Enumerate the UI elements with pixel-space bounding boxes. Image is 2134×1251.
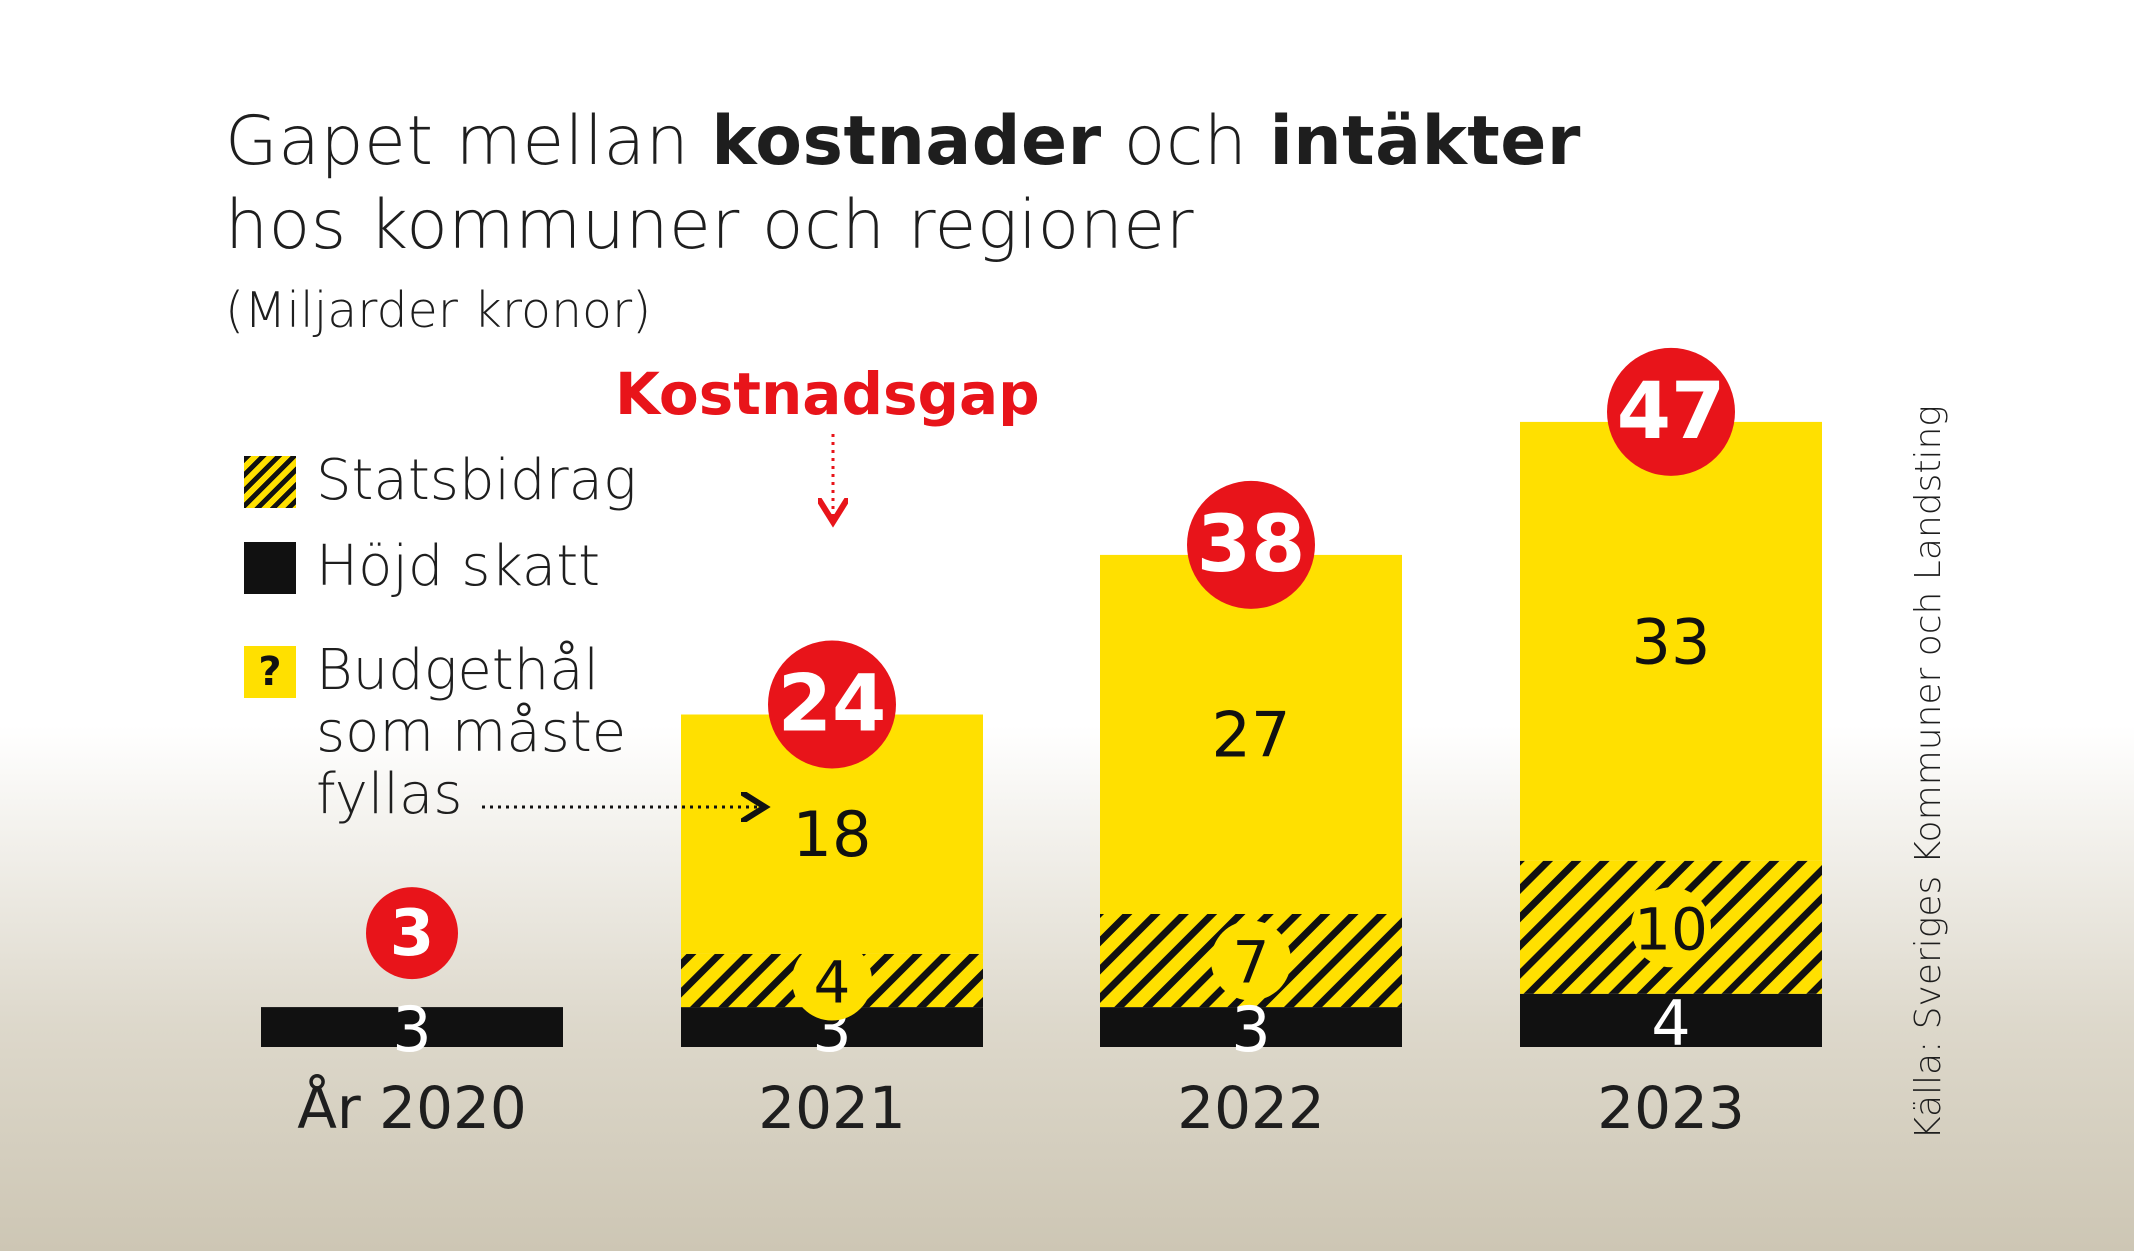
- total-circle-2: [1187, 480, 1315, 609]
- category-label-3: 2023: [1597, 1074, 1745, 1142]
- chart-subtitle: (Miljarder kronor): [225, 282, 652, 339]
- category-label-1: 2021: [758, 1074, 906, 1142]
- legend-label-budgethal-1: Budgethål: [316, 638, 600, 703]
- legend-swatch-hojd-skatt: [244, 542, 296, 594]
- value-label-hojd-skatt-2: 3: [1231, 993, 1270, 1066]
- total-label-1: 24: [778, 660, 887, 750]
- total-label-0: 3: [390, 897, 435, 971]
- legend-label-budgethal-3: fyllas: [316, 762, 463, 827]
- bar-segment-0-3: [1520, 993, 1822, 1047]
- value-label-statsbidrag-3: 10: [1634, 895, 1708, 963]
- category-label-2: 2022: [1177, 1074, 1325, 1142]
- title-part-2: kostnader: [711, 102, 1102, 181]
- value-label-hojd-skatt-0: 3: [392, 993, 431, 1066]
- bar-segment-0-0: [261, 1007, 563, 1047]
- value-label-budgethal-1: 18: [793, 798, 872, 871]
- value-label-statsbidrag-1: 4: [814, 949, 851, 1017]
- bar-segment-2-2: [1100, 554, 1402, 914]
- title-line-1: Gapet mellan kostnader och intäkter: [225, 100, 1581, 184]
- title-part-3: och: [1101, 102, 1270, 181]
- value-label-statsbidrag-2: 7: [1233, 929, 1270, 997]
- title-line-2: hos kommuner och regioner: [225, 186, 1195, 265]
- kostnadsgap-label: Kostnadsgap: [615, 360, 1040, 428]
- total-label-2: 38: [1197, 500, 1306, 590]
- title-part-1: Gapet mellan: [225, 102, 712, 181]
- value-label-budgethal-2: 27: [1212, 698, 1291, 771]
- title-part-4: intäkter: [1269, 102, 1581, 181]
- statsbidrag-label-bg-1: [792, 940, 872, 1021]
- statsbidrag-label-bg-2: [1211, 920, 1291, 1001]
- legend-swatch-statsbidrag: [244, 456, 296, 508]
- value-label-budgethal-3: 33: [1632, 605, 1711, 678]
- annotations-group: [482, 434, 833, 807]
- bar-segment-0-2: [1100, 1007, 1402, 1047]
- total-circle-1: [768, 640, 896, 769]
- category-label-0: År 2020: [297, 1073, 527, 1142]
- legend-label-statsbidrag: Statsbidrag: [316, 448, 637, 513]
- legend-label-hojd-skatt: Höjd skatt: [316, 534, 601, 599]
- chart-title: Gapet mellan kostnader och intäkter hos …: [225, 100, 1581, 268]
- legend-swatch-budgethal: ?: [244, 646, 296, 698]
- total-circle-0: [366, 887, 458, 980]
- source-note: Källa: Sveriges Kommuner och Landsting: [1908, 405, 1949, 1140]
- value-label-hojd-skatt-3: 4: [1651, 986, 1690, 1059]
- legend-label-budgethal-2: som måste: [316, 700, 627, 765]
- bar-segment-2-3: [1520, 421, 1822, 861]
- statsbidrag-label-bg-3: [1631, 887, 1711, 968]
- total-label-3: 47: [1617, 367, 1726, 457]
- total-circle-3: [1607, 347, 1735, 476]
